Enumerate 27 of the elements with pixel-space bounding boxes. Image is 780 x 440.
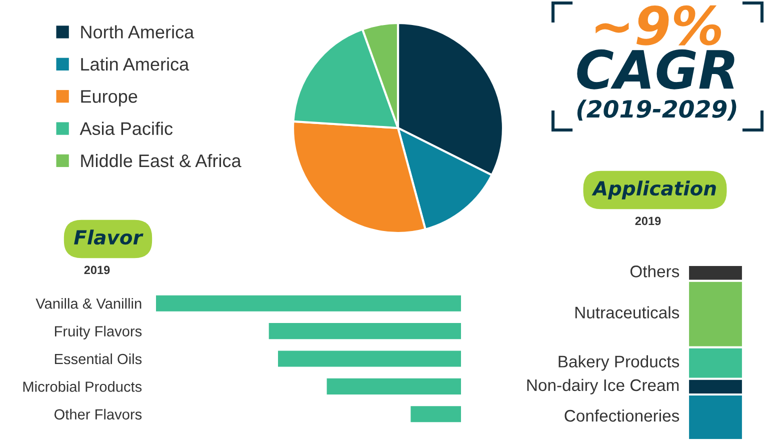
bar [278, 350, 461, 367]
y-tick-label: Microbial Products [23, 381, 142, 392]
chart-subtitle: 2019 [635, 216, 661, 226]
legend-label: Asia Pacific [80, 122, 173, 136]
series-label: Bakery Products [558, 355, 680, 371]
legend-label: Latin America [81, 57, 190, 71]
bar [326, 378, 461, 394]
bar [156, 295, 461, 312]
y-tick-label: Other Flavors [54, 408, 142, 420]
legend-label: North America [81, 25, 194, 38]
series-label: Nutraceuticals [575, 306, 680, 318]
legend-label: Europe [81, 90, 138, 106]
text: CAGR [577, 49, 734, 90]
text: (2019-2029) [577, 100, 736, 121]
series-label: Confectioneries [564, 409, 680, 422]
chart-subtitle: 2019 [84, 266, 110, 274]
bar [410, 406, 461, 422]
text: ~9% [596, 5, 721, 46]
bar [268, 323, 461, 340]
y-tick-label: Essential Oils [54, 353, 142, 364]
series-label: Others [630, 265, 680, 278]
legend-label: Middle East & Africa [81, 154, 242, 168]
series-label: Non-dairy Ice Cream [527, 378, 679, 394]
y-tick-label: Vanilla & Vanillin [36, 298, 142, 309]
y-tick-label: Fruity Flavors [54, 326, 142, 340]
chart-title: Application [592, 180, 716, 200]
chart-title: Flavor [74, 230, 144, 245]
